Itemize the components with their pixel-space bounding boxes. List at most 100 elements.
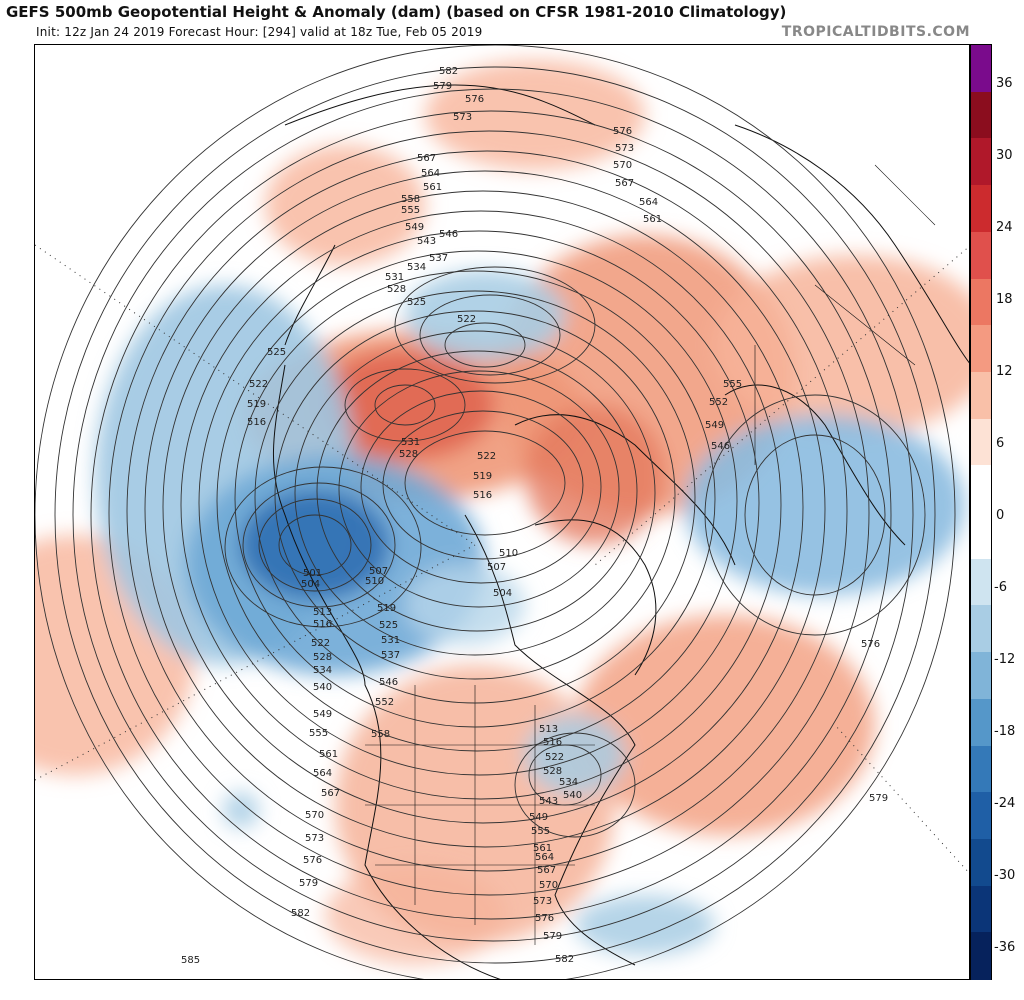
colorbar-segment bbox=[971, 91, 991, 140]
contour-label: 564 bbox=[313, 768, 332, 779]
colorbar-segment bbox=[971, 652, 991, 700]
contour-label: 519 bbox=[247, 399, 266, 410]
contour-label: 516 bbox=[313, 619, 332, 630]
contour-label: 507 bbox=[369, 566, 388, 577]
contour-label: 570 bbox=[539, 880, 558, 891]
contour-label: 510 bbox=[499, 548, 518, 559]
contour-label: 528 bbox=[313, 652, 332, 663]
contour-label: 537 bbox=[381, 650, 400, 661]
contour-label: 564 bbox=[535, 852, 554, 863]
colorbar-tick-label: 12 bbox=[996, 364, 1013, 379]
colorbar-segment bbox=[971, 605, 991, 654]
positive-anomaly-area bbox=[265, 145, 425, 265]
colorbar-tick-label: -12 bbox=[994, 652, 1016, 667]
contour-label: 555 bbox=[531, 826, 550, 837]
contour-label: 546 bbox=[711, 441, 730, 452]
contour-label: 531 bbox=[401, 437, 420, 448]
contour-label: 567 bbox=[417, 153, 436, 164]
contour-label: 582 bbox=[555, 954, 574, 965]
colorbar-segment bbox=[971, 325, 991, 373]
contour-label: 522 bbox=[457, 314, 476, 325]
colorbar-segment bbox=[971, 698, 991, 747]
negative-anomaly-area bbox=[240, 490, 390, 600]
contour-label: 558 bbox=[371, 729, 390, 740]
contour-label: 573 bbox=[305, 833, 324, 844]
contour-label: 528 bbox=[399, 449, 418, 460]
contour-label: 534 bbox=[313, 665, 332, 676]
contour-label: 549 bbox=[705, 420, 724, 431]
contour-label: 570 bbox=[613, 160, 632, 171]
colorbar-tick-label: -24 bbox=[994, 796, 1016, 811]
contour-label: 573 bbox=[615, 143, 634, 154]
graticule bbox=[35, 244, 969, 874]
colorbar-segment bbox=[971, 278, 991, 327]
contour-label: 516 bbox=[247, 417, 266, 428]
contour-label: 546 bbox=[439, 229, 458, 240]
brand-watermark: TROPICALTIDBITS.COM bbox=[781, 24, 970, 40]
contour-label: 525 bbox=[267, 347, 286, 358]
contour-label: 513 bbox=[539, 724, 558, 735]
colorbar-segment bbox=[971, 45, 991, 93]
contour-label: 573 bbox=[533, 896, 552, 907]
map-panel: 582 579 576 573 576 573 570 567 564 561 … bbox=[34, 44, 970, 980]
colorbar-tick-label: 18 bbox=[996, 292, 1013, 307]
contour-label: 522 bbox=[311, 638, 330, 649]
contour-label: 507 bbox=[487, 562, 506, 573]
contour-label: 561 bbox=[533, 843, 552, 854]
colorbar-segment bbox=[971, 792, 991, 840]
contour-label: 543 bbox=[539, 796, 558, 807]
contour-label: 519 bbox=[473, 471, 492, 482]
contour-label: 561 bbox=[423, 182, 442, 193]
contour-label: 576 bbox=[535, 913, 554, 924]
colorbar-segment bbox=[971, 932, 991, 980]
contour-label: 561 bbox=[319, 749, 338, 760]
contour-label: 549 bbox=[529, 812, 548, 823]
chart-subtitle: Init: 12z Jan 24 2019 Forecast Hour: [29… bbox=[36, 25, 483, 39]
contour-label: 552 bbox=[375, 697, 394, 708]
contour-label: 537 bbox=[429, 253, 448, 264]
contour-label: 522 bbox=[545, 752, 564, 763]
colorbar-segment bbox=[971, 558, 991, 607]
contour-label: 567 bbox=[321, 788, 340, 799]
contour-label: 549 bbox=[313, 709, 332, 720]
contour-label: 549 bbox=[405, 222, 424, 233]
contour-label: 501 bbox=[303, 568, 322, 579]
map-svg: 582 579 576 573 576 573 570 567 564 561 … bbox=[35, 45, 969, 979]
contour-labels: 582 579 576 573 576 573 570 567 564 561 … bbox=[181, 66, 888, 966]
contour-label: 525 bbox=[407, 297, 426, 308]
contour-label: 519 bbox=[377, 603, 396, 614]
contour-label: 579 bbox=[543, 931, 562, 942]
colorbar-tick-label: 24 bbox=[996, 220, 1013, 235]
colorbar-segment bbox=[971, 512, 991, 560]
contour-label: 510 bbox=[365, 576, 384, 587]
colorbar-segment bbox=[971, 885, 991, 934]
contour-label: 513 bbox=[313, 607, 332, 618]
contour-label: 525 bbox=[379, 620, 398, 631]
contour-label: 570 bbox=[305, 810, 324, 821]
contour-label: 573 bbox=[453, 112, 472, 123]
contour-label: 558 bbox=[401, 194, 420, 205]
positive-anomaly-area bbox=[425, 60, 645, 170]
chart-title: GEFS 500mb Geopotential Height & Anomaly… bbox=[6, 3, 787, 21]
colorbar-segment bbox=[971, 185, 991, 233]
colorbar-tick-label: -18 bbox=[994, 724, 1016, 739]
colorbar-segment bbox=[971, 371, 991, 420]
contour-label: 564 bbox=[639, 197, 658, 208]
colorbar-tick-label: -36 bbox=[994, 940, 1016, 955]
contour-label: 576 bbox=[613, 126, 632, 137]
contour-label: 582 bbox=[291, 908, 310, 919]
colorbar-segment bbox=[971, 745, 991, 794]
contour-label: 552 bbox=[709, 397, 728, 408]
contour-label: 531 bbox=[381, 635, 400, 646]
colorbar-tick-label: 30 bbox=[996, 148, 1013, 163]
contour-label: 522 bbox=[477, 451, 496, 462]
contour-label: 561 bbox=[643, 214, 662, 225]
contour-label: 585 bbox=[181, 955, 200, 966]
colorbar-tick-label: 0 bbox=[996, 508, 1005, 523]
colorbar bbox=[970, 44, 992, 980]
colorbar-tick-label: 6 bbox=[996, 436, 1005, 451]
positive-anomaly-area bbox=[525, 405, 665, 545]
negative-anomaly-area bbox=[575, 895, 715, 955]
contour-label: 576 bbox=[303, 855, 322, 866]
contour-label: 528 bbox=[543, 766, 562, 777]
